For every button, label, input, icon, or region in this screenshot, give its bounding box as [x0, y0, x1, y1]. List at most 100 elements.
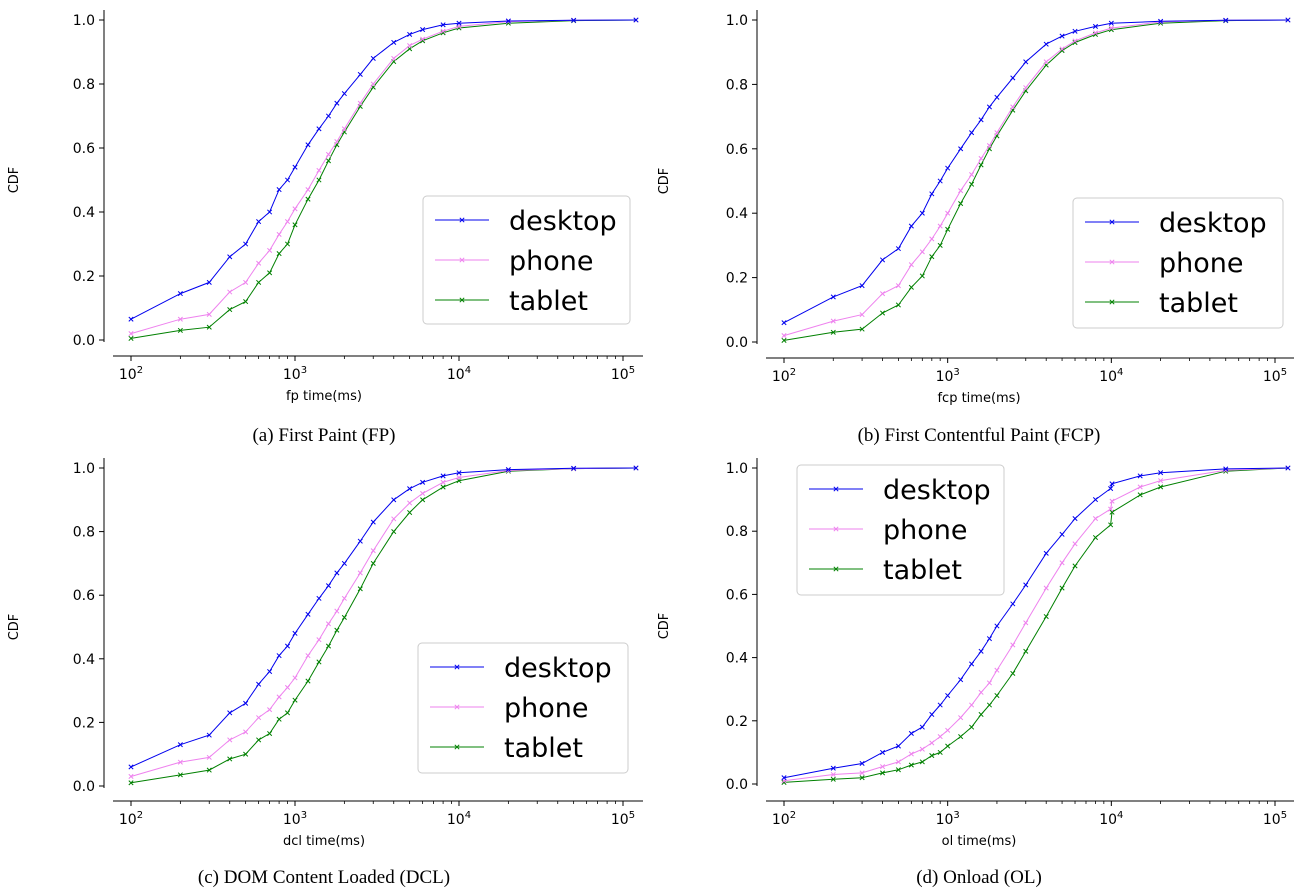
data-point-desktop [316, 126, 322, 132]
data-point-tablet [958, 734, 964, 740]
y-tick-label: 1.0 [726, 461, 748, 477]
data-point-phone [1092, 516, 1099, 522]
data-point-phone [1010, 642, 1016, 648]
data-point-tablet [1109, 509, 1115, 515]
chart-panel-b: 0.0 0.2 0.4 0.6 0.8 1.0 102 103 104 105 fcp time(m… [657, 10, 1294, 446]
data-point-phone [267, 247, 273, 253]
data-point-phone [895, 283, 901, 289]
y-tick-label: 0.4 [73, 205, 95, 221]
data-point-phone [316, 167, 322, 173]
x-tick-label: 103 [283, 810, 307, 828]
data-point-phone [978, 155, 984, 162]
legend-label-phone: phone [504, 693, 589, 724]
data-point-desktop [243, 241, 249, 247]
legend-label-tablet: tablet [883, 555, 962, 586]
data-point-desktop [284, 643, 291, 649]
data-point-phone [1010, 104, 1016, 110]
y-tick-label: 1.0 [73, 461, 95, 477]
chart-panel-a: 0.0 0.2 0.4 0.6 0.8 1.0 102 103 104 105 fp time(ms… [7, 10, 643, 446]
data-point-desktop [633, 17, 639, 23]
data-point-tablet [292, 697, 298, 703]
data-point-desktop [305, 611, 311, 617]
data-point-phone [929, 236, 935, 242]
legend-box [417, 642, 629, 774]
data-point-phone [879, 764, 886, 770]
data-point-phone [994, 667, 1000, 673]
data-point-tablet [986, 702, 992, 708]
data-point-desktop [879, 257, 886, 263]
data-point-phone [945, 727, 951, 733]
data-point-tablet [267, 270, 273, 276]
data-point-desktop [334, 570, 340, 576]
data-point-desktop [937, 178, 943, 184]
data-point-desktop [1023, 582, 1029, 588]
data-point-desktop [781, 320, 787, 326]
data-point-desktop [177, 742, 183, 748]
data-point-desktop [505, 18, 511, 24]
y-tick-label: 0.6 [73, 141, 95, 157]
data-point-desktop [292, 164, 298, 170]
y-tick-label: 0.4 [73, 652, 95, 668]
data-point-tablet [994, 692, 1000, 699]
data-point-desktop [206, 279, 212, 285]
data-point-phone [859, 770, 865, 776]
data-point-desktop [227, 710, 233, 716]
y-tick-label: 1.0 [726, 13, 748, 29]
data-point-desktop [1072, 516, 1078, 522]
data-point-phone [929, 740, 935, 746]
data-point-desktop [1137, 473, 1143, 479]
data-point-phone [830, 771, 836, 778]
data-point-phone [440, 479, 446, 485]
y-tick-label: 0.6 [726, 587, 748, 603]
data-point-desktop [1158, 470, 1164, 476]
data-point-tablet [243, 751, 249, 757]
data-point-desktop [341, 560, 347, 566]
legend-label-tablet: tablet [504, 733, 583, 764]
data-point-phone [994, 130, 1000, 136]
data-point-tablet [1023, 648, 1029, 654]
data-point-tablet [276, 716, 282, 722]
data-point-phone [1043, 59, 1049, 65]
data-point-phone [908, 751, 914, 757]
data-point-desktop [969, 661, 975, 667]
data-point-phone [440, 28, 446, 34]
y-tick-label: 0.2 [73, 715, 95, 731]
data-point-phone [292, 206, 298, 212]
x-tick-label: 105 [611, 365, 635, 383]
data-point-phone [1137, 484, 1143, 490]
data-point-phone [407, 43, 413, 49]
data-point-desktop [929, 711, 935, 718]
y-tick-label: 0.2 [726, 271, 748, 287]
data-point-desktop [407, 486, 413, 492]
x-tick-label: 105 [611, 810, 635, 828]
legend: desktop phone tablet [417, 642, 629, 774]
chart-panel-d: 0.0 0.2 0.4 0.6 0.8 1.0 102 103 104 105 ol time(ms… [657, 458, 1294, 888]
data-point-phone [177, 316, 183, 322]
data-point-desktop [1108, 20, 1114, 26]
data-point-desktop [571, 465, 577, 471]
data-point-phone [206, 311, 212, 317]
data-point-desktop [937, 702, 943, 708]
x-tick-label: 105 [1263, 810, 1287, 828]
data-point-desktop [994, 94, 1000, 100]
legend-label-phone: phone [883, 515, 968, 546]
data-point-phone [256, 260, 262, 266]
data-point-tablet [305, 678, 311, 684]
data-point-desktop [267, 668, 273, 675]
data-point-tablet [227, 756, 233, 762]
data-point-tablet [919, 273, 925, 279]
data-point-phone [292, 675, 298, 681]
data-point-desktop [1158, 18, 1164, 24]
data-point-tablet [978, 162, 984, 168]
data-point-phone [267, 707, 273, 713]
data-point-phone [177, 759, 183, 765]
data-point-desktop [1285, 465, 1291, 471]
legend: desktop phone tablet [1072, 197, 1284, 329]
data-point-tablet [370, 560, 376, 566]
data-point-phone [341, 126, 347, 132]
data-point-tablet [1010, 670, 1016, 676]
data-point-desktop [1223, 466, 1229, 472]
y-tick-label: 0.0 [726, 777, 748, 793]
data-point-desktop [128, 764, 134, 770]
data-point-desktop [440, 22, 446, 28]
